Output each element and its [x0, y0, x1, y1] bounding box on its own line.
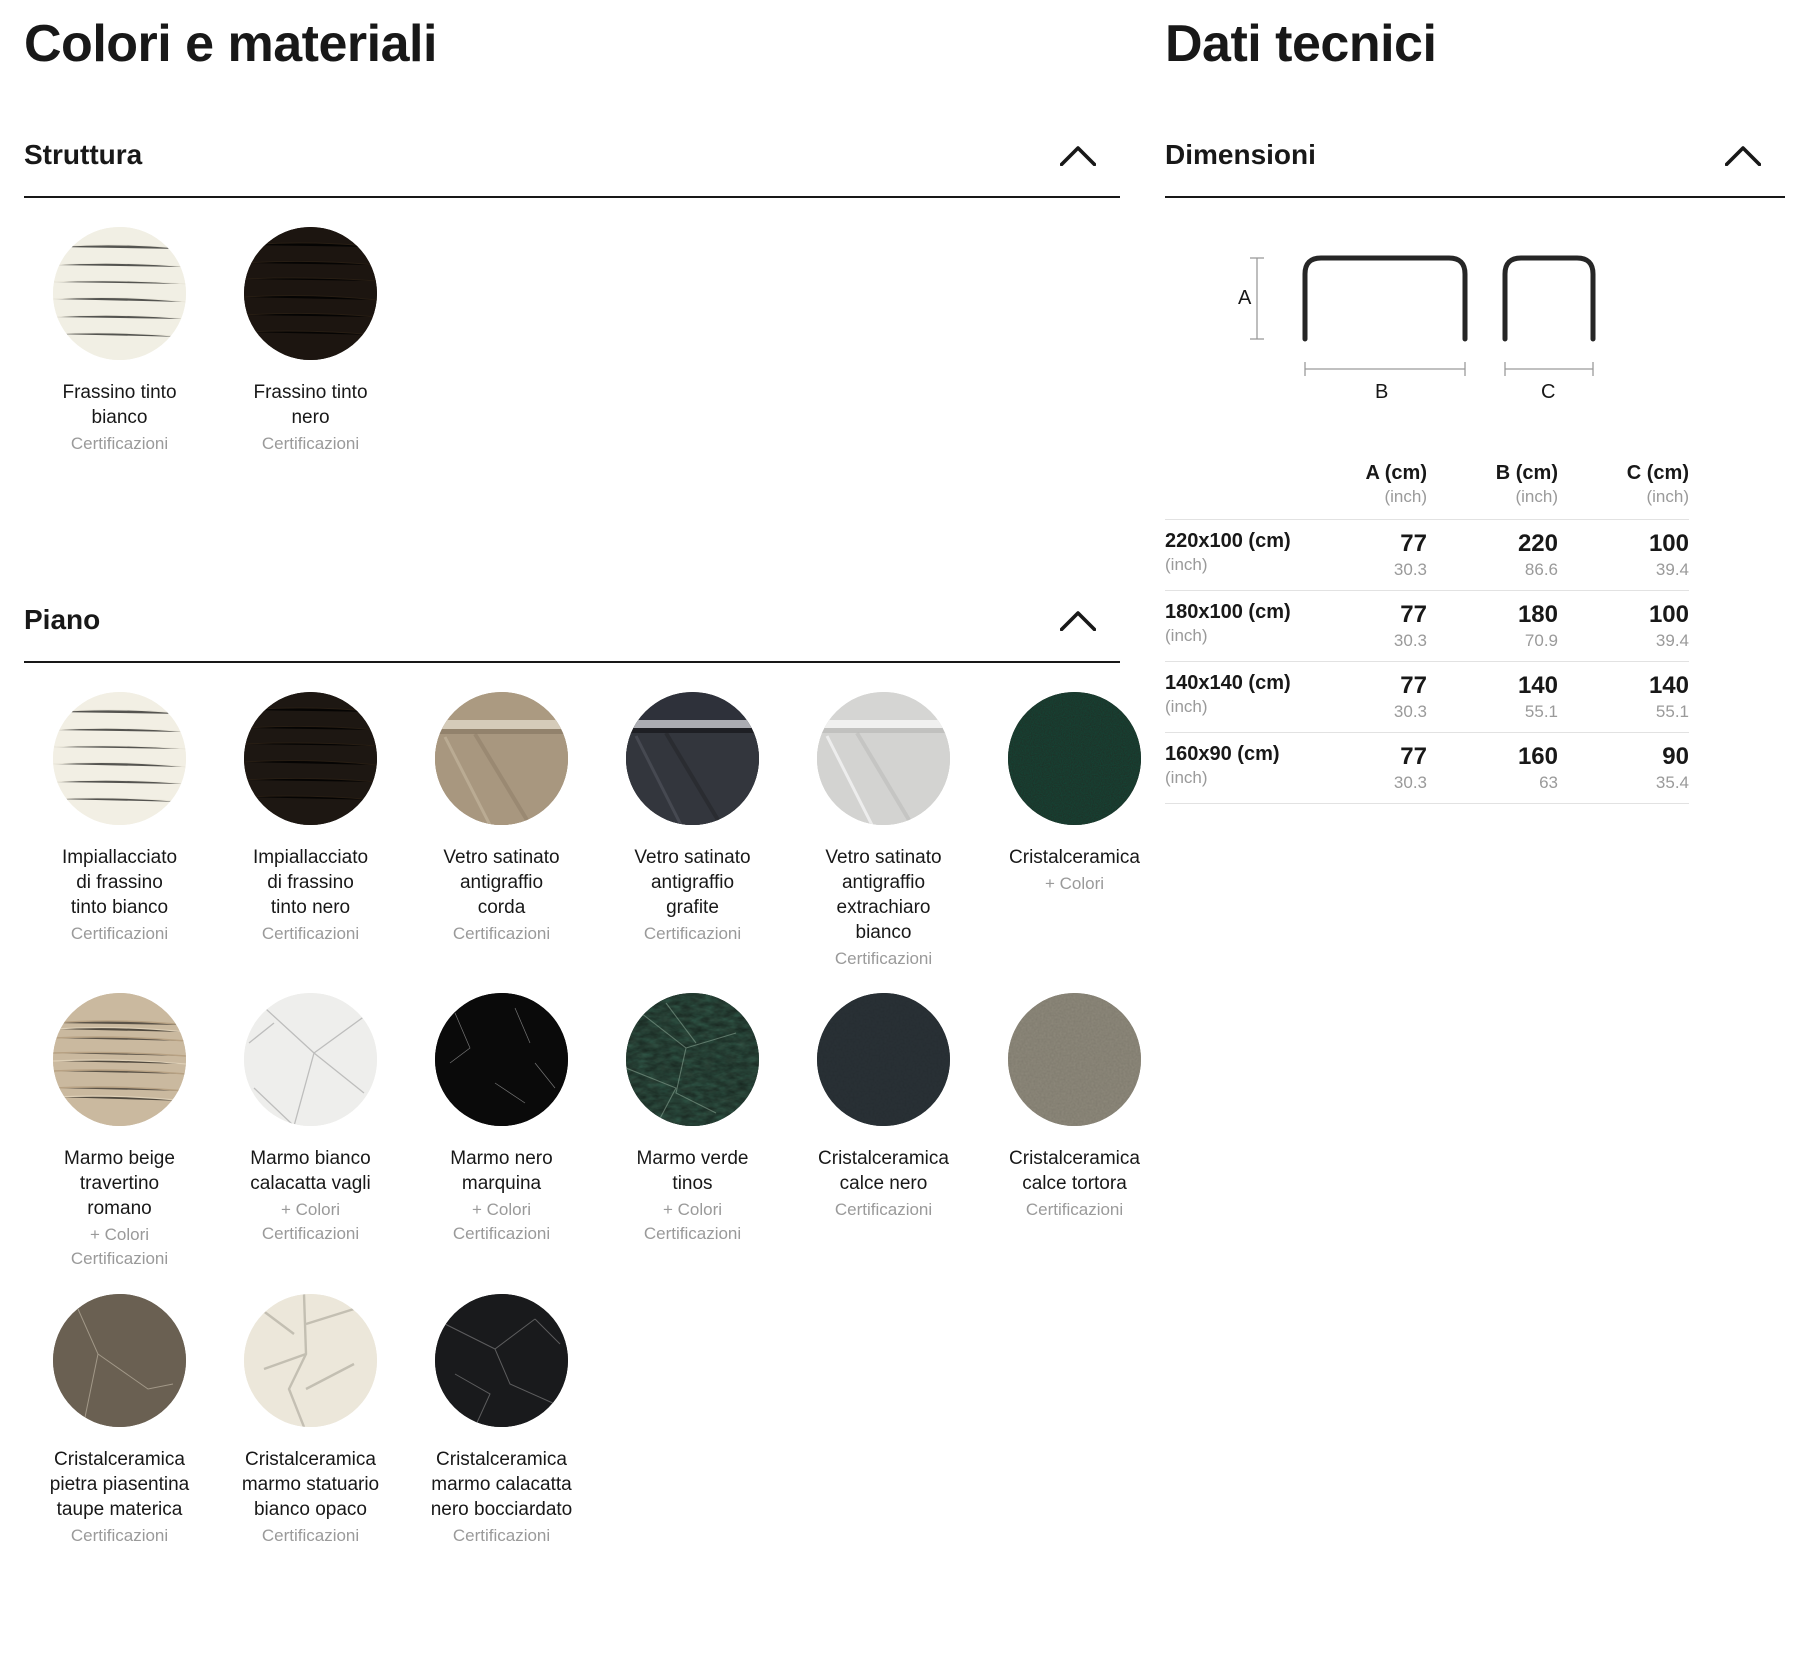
- svg-text:B: B: [1375, 381, 1388, 403]
- svg-text:A: A: [1238, 287, 1252, 309]
- svg-text:C: C: [1541, 381, 1555, 403]
